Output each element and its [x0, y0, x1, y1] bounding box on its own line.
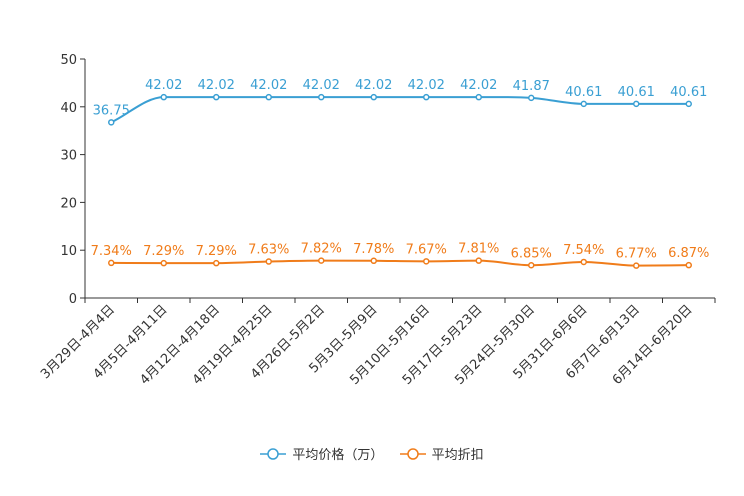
- y-tick-label: 20: [60, 196, 77, 211]
- data-label: 42.02: [198, 78, 235, 93]
- data-point: [108, 119, 115, 126]
- data-label: 7.29%: [143, 244, 184, 259]
- y-tick-label: 40: [60, 101, 77, 116]
- series-line-1: [111, 259, 689, 267]
- data-point: [370, 257, 377, 265]
- data-point: [318, 93, 325, 101]
- data-label: 40.61: [565, 85, 602, 100]
- data-label: 7.78%: [353, 242, 394, 257]
- data-label: 42.02: [355, 78, 392, 93]
- data-point: [160, 93, 167, 101]
- data-label: 40.61: [618, 85, 655, 100]
- data-label: 6.85%: [511, 246, 552, 261]
- data-point: [580, 100, 587, 108]
- data-label: 7.81%: [458, 242, 499, 257]
- y-tick-label: 10: [60, 244, 77, 259]
- data-point: [318, 257, 325, 264]
- data-label: 36.75: [93, 103, 130, 118]
- series-line-0: [110, 96, 689, 124]
- data-point: [265, 258, 272, 265]
- data-point: [213, 93, 220, 101]
- data-point: [423, 258, 430, 265]
- data-label: 42.02: [408, 78, 445, 93]
- data-point: [475, 257, 482, 264]
- data-label: 40.61: [670, 85, 707, 100]
- y-tick-label: 30: [60, 149, 77, 164]
- data-label: 42.02: [460, 78, 497, 93]
- data-label: 42.02: [303, 78, 340, 93]
- data-point: [685, 261, 692, 269]
- data-point: [528, 94, 535, 102]
- legend-price-line-icon: [260, 447, 287, 460]
- data-label: 42.02: [250, 78, 287, 93]
- data-label: 7.54%: [563, 243, 604, 258]
- legend-item-discount[interactable]: 平均折扣: [399, 444, 484, 463]
- data-point: [685, 100, 692, 108]
- legend-item-price[interactable]: 平均价格（万）: [260, 444, 383, 463]
- legend-discount-label: 平均折扣: [431, 448, 484, 463]
- data-label: 6.87%: [668, 246, 709, 261]
- data-label: 7.34%: [91, 244, 132, 259]
- legend-price-label: 平均价格（万）: [292, 448, 384, 463]
- data-label: 7.67%: [406, 242, 447, 257]
- y-tick-label: 50: [60, 53, 77, 68]
- data-label: 7.63%: [248, 243, 289, 258]
- data-label: 6.77%: [616, 247, 657, 262]
- data-point: [370, 93, 377, 101]
- y-tick-label: 0: [69, 292, 77, 307]
- data-point: [423, 93, 430, 101]
- data-point: [160, 259, 167, 267]
- data-label: 41.87: [513, 79, 550, 94]
- legend-discount-line-icon: [399, 447, 426, 460]
- data-label: 7.82%: [301, 242, 342, 257]
- data-label: 42.02: [145, 78, 182, 93]
- legend: 平均价格（万） 平均折扣: [0, 444, 744, 465]
- data-point: [108, 259, 115, 267]
- data-point: [475, 93, 482, 101]
- data-point: [633, 100, 640, 108]
- data-point: [528, 262, 535, 269]
- data-label: 7.29%: [196, 244, 237, 259]
- data-point: [580, 258, 587, 266]
- data-point: [633, 262, 640, 269]
- data-point: [265, 93, 272, 101]
- data-point: [213, 259, 220, 267]
